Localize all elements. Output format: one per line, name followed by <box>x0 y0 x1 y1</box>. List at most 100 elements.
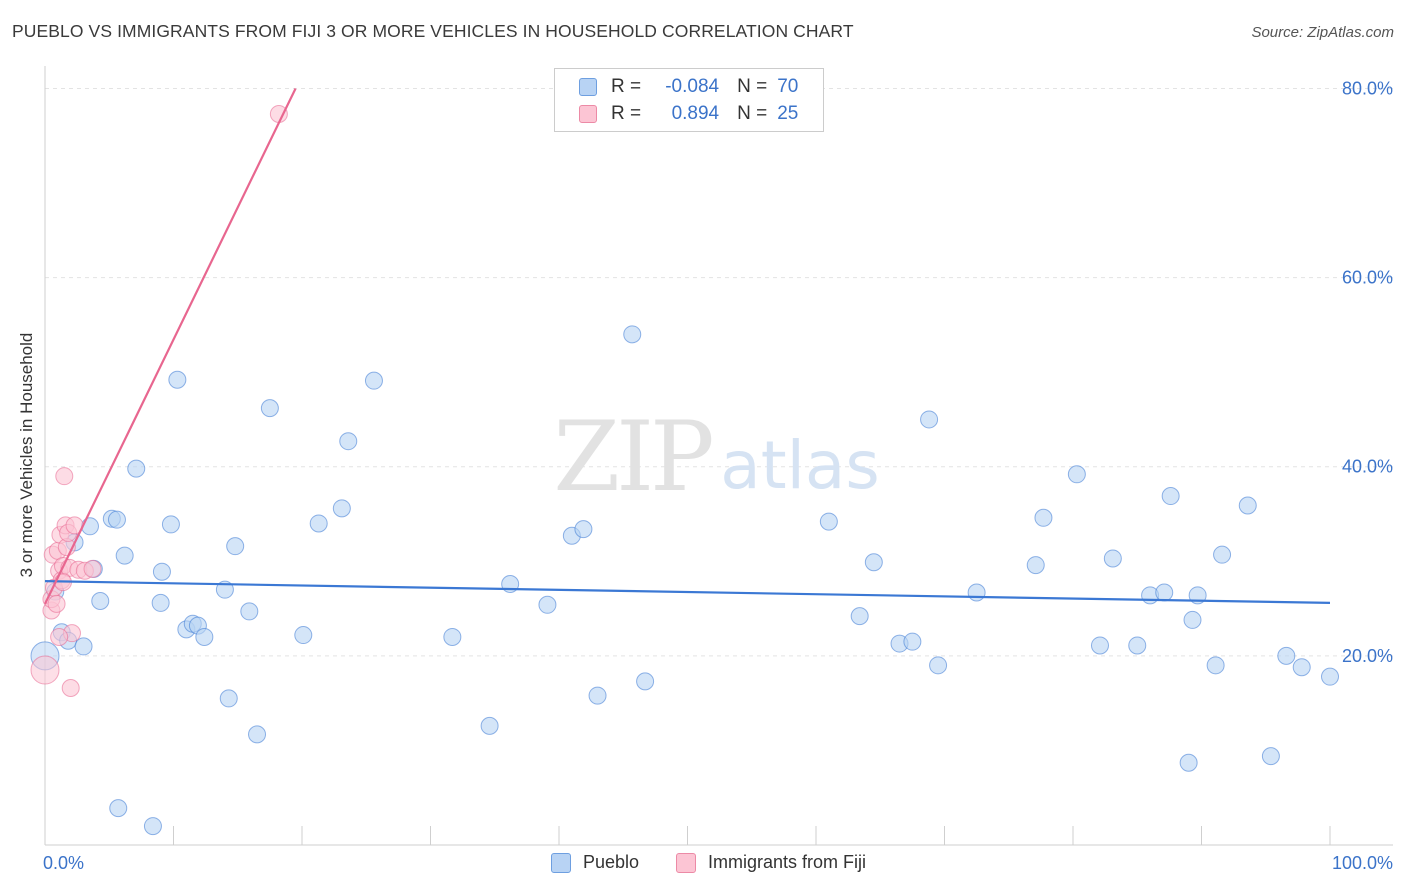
source-label: Source: ZipAtlas.com <box>1251 24 1394 41</box>
x-tick-label-max: 100.0% <box>1332 853 1393 873</box>
data-point <box>91 592 110 611</box>
data-point <box>1183 610 1202 629</box>
data-point <box>1161 487 1180 506</box>
legend-r-value-pueblo: -0.084 <box>665 76 720 97</box>
y-tick-label: 20.0% <box>1342 646 1393 666</box>
fiji-swatch <box>579 105 597 123</box>
data-point <box>636 672 655 691</box>
axes <box>44 66 1393 846</box>
data-point <box>864 553 883 572</box>
data-point <box>240 602 259 621</box>
data-point <box>30 655 60 685</box>
data-point <box>260 399 279 418</box>
legend-row-pueblo: R = -0.084 N = 70 <box>579 75 798 99</box>
data-point <box>443 627 462 646</box>
data-point <box>1067 465 1086 484</box>
data-point <box>151 593 170 612</box>
legend-n-value-fiji: 25 <box>777 103 799 124</box>
data-point <box>115 546 134 565</box>
legend-r-label: R = <box>611 103 642 124</box>
data-point <box>109 799 128 818</box>
legend: R = -0.084 N = 70 R = 0.894 N = 25 <box>554 68 824 132</box>
data-point <box>83 559 102 578</box>
data-point <box>127 459 146 478</box>
legend-row-fiji: R = 0.894 N = 25 <box>579 102 798 126</box>
legend-r-value-fiji: 0.894 <box>671 103 720 124</box>
y-tick-label: 60.0% <box>1342 268 1393 288</box>
data-point <box>61 679 80 698</box>
data-point <box>248 725 267 744</box>
data-point <box>80 517 99 536</box>
data-point <box>1277 646 1296 665</box>
data-point <box>168 370 187 389</box>
data-point <box>195 627 214 646</box>
data-point <box>588 686 607 705</box>
data-point <box>967 583 986 602</box>
grid-lines <box>45 87 1393 657</box>
trend-lines <box>44 87 1331 605</box>
series-legend-pueblo-label: Pueblo <box>583 852 640 872</box>
pueblo-trend-line <box>44 580 1331 605</box>
data-point <box>1261 747 1280 766</box>
data-point <box>480 716 499 735</box>
data-point <box>74 637 93 656</box>
data-point <box>623 325 642 344</box>
legend-n-label: N = <box>737 103 768 124</box>
legend-n-label: N = <box>737 76 768 97</box>
watermark-zip: ZIP <box>553 401 712 513</box>
data-point <box>1206 656 1225 675</box>
data-point <box>574 520 593 539</box>
data-point <box>1238 496 1257 515</box>
watermark: ZIP atlas <box>553 401 879 513</box>
legend-n-value-pueblo: 70 <box>777 76 799 97</box>
data-point <box>538 595 557 614</box>
data-point <box>269 104 288 123</box>
data-point <box>819 512 838 531</box>
fiji-swatch <box>676 852 696 873</box>
data-point <box>1090 636 1109 655</box>
series-legend-fiji-label: Immigrants from Fiji <box>708 852 867 872</box>
data-point <box>1155 583 1174 602</box>
data-point <box>309 514 328 533</box>
series-legend-fiji[interactable]: Immigrants from Fiji <box>676 852 866 873</box>
data-point <box>339 432 358 451</box>
data-point <box>1128 636 1147 655</box>
data-point <box>226 537 245 556</box>
data-point <box>161 515 180 534</box>
data-point <box>332 499 351 518</box>
data-point <box>1179 753 1198 772</box>
data-point <box>1034 508 1053 527</box>
pueblo-swatch <box>551 852 571 873</box>
chart-title: PUEBLO VS IMMIGRANTS FROM FIJI 3 OR MORE… <box>12 21 854 41</box>
pueblo-points <box>30 325 1339 836</box>
data-point <box>50 627 69 646</box>
data-point <box>1026 556 1045 575</box>
data-point <box>152 562 171 581</box>
y-tick-label: 40.0% <box>1342 457 1393 477</box>
data-point <box>920 410 939 429</box>
tick-labels: 20.0% 40.0% 60.0% 80.0% 0.0% 100.0% <box>43 78 1393 873</box>
data-point <box>215 580 234 599</box>
data-point <box>219 689 238 708</box>
data-point <box>294 626 313 645</box>
series-legend: Pueblo Immigrants from Fiji <box>0 852 1406 878</box>
data-point <box>850 607 869 626</box>
series-legend-pueblo[interactable]: Pueblo <box>551 852 639 873</box>
data-point <box>1213 545 1232 564</box>
data-point <box>55 467 74 486</box>
data-point <box>364 371 383 390</box>
legend-r-label: R = <box>611 76 642 97</box>
data-point <box>1103 549 1122 568</box>
data-point <box>1321 667 1339 686</box>
pueblo-swatch <box>579 78 597 96</box>
fiji-trend-line <box>44 87 297 605</box>
y-tick-label: 80.0% <box>1342 78 1393 98</box>
watermark-atlas: atlas <box>720 427 880 504</box>
data-point <box>929 656 948 675</box>
data-point <box>143 817 162 836</box>
data-point <box>1292 658 1311 677</box>
data-point <box>47 594 66 613</box>
x-tick-label-min: 0.0% <box>43 853 84 873</box>
data-point <box>107 510 126 529</box>
